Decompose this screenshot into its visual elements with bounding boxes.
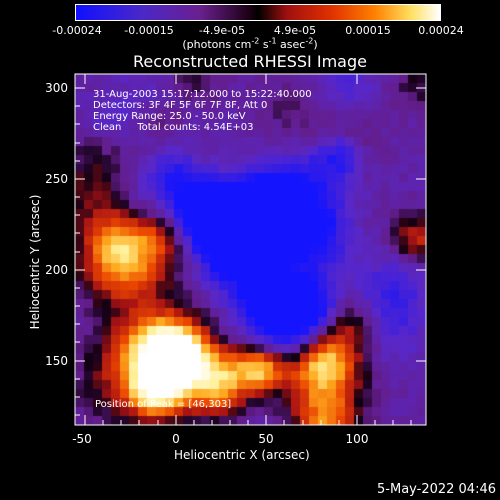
energy-range-text: Energy Range: 25.0 - 50.0 keV [93, 111, 246, 122]
x-tick-label: 100 [345, 432, 369, 446]
colorbar-tick-label: 0.00015 [345, 24, 391, 37]
y-tick-label: 300 [45, 81, 68, 95]
y-tick-label: 150 [45, 354, 68, 368]
colorbar [75, 4, 441, 21]
colorbar-tick-label: -0.00024 [52, 24, 102, 37]
clean-counts-text: Clean Total counts: 4.54E+03 [93, 122, 254, 133]
rhessi-image [75, 74, 426, 425]
peak-position-text: Position of Peak = [46,303] [95, 399, 232, 410]
x-tick-label: 0 [172, 432, 180, 446]
x-axis-label: Heliocentric X (arcsec) [174, 448, 310, 462]
y-tick-label: 250 [45, 172, 68, 186]
time-range-text: 31-Aug-2003 15:17:12.000 to 15:22:40.000 [93, 89, 312, 100]
y-axis-label: Heliocentric Y (arcsec) [28, 194, 42, 330]
colorbar-tick-label: -0.00015 [124, 24, 174, 37]
colorbar-tick-label: -4.9e-05 [198, 24, 246, 37]
colorbar-tick-label: 0.00024 [418, 24, 464, 37]
heatmap-canvas [75, 74, 426, 425]
x-tick-label: -50 [72, 432, 92, 446]
plot-title: Reconstructed RHESSI Image [133, 52, 367, 71]
colorbar-units: (photons cm-2 s-1 asec-2) [182, 36, 318, 51]
plot-date: 5-May-2022 04:46 [377, 482, 496, 497]
detectors-text: Detectors: 3F 4F 5F 6F 7F 8F, Att 0 [93, 100, 268, 111]
colorbar-tick-label: 4.9e-05 [273, 24, 317, 37]
y-tick-label: 200 [45, 263, 68, 277]
x-tick-label: 50 [258, 432, 274, 446]
